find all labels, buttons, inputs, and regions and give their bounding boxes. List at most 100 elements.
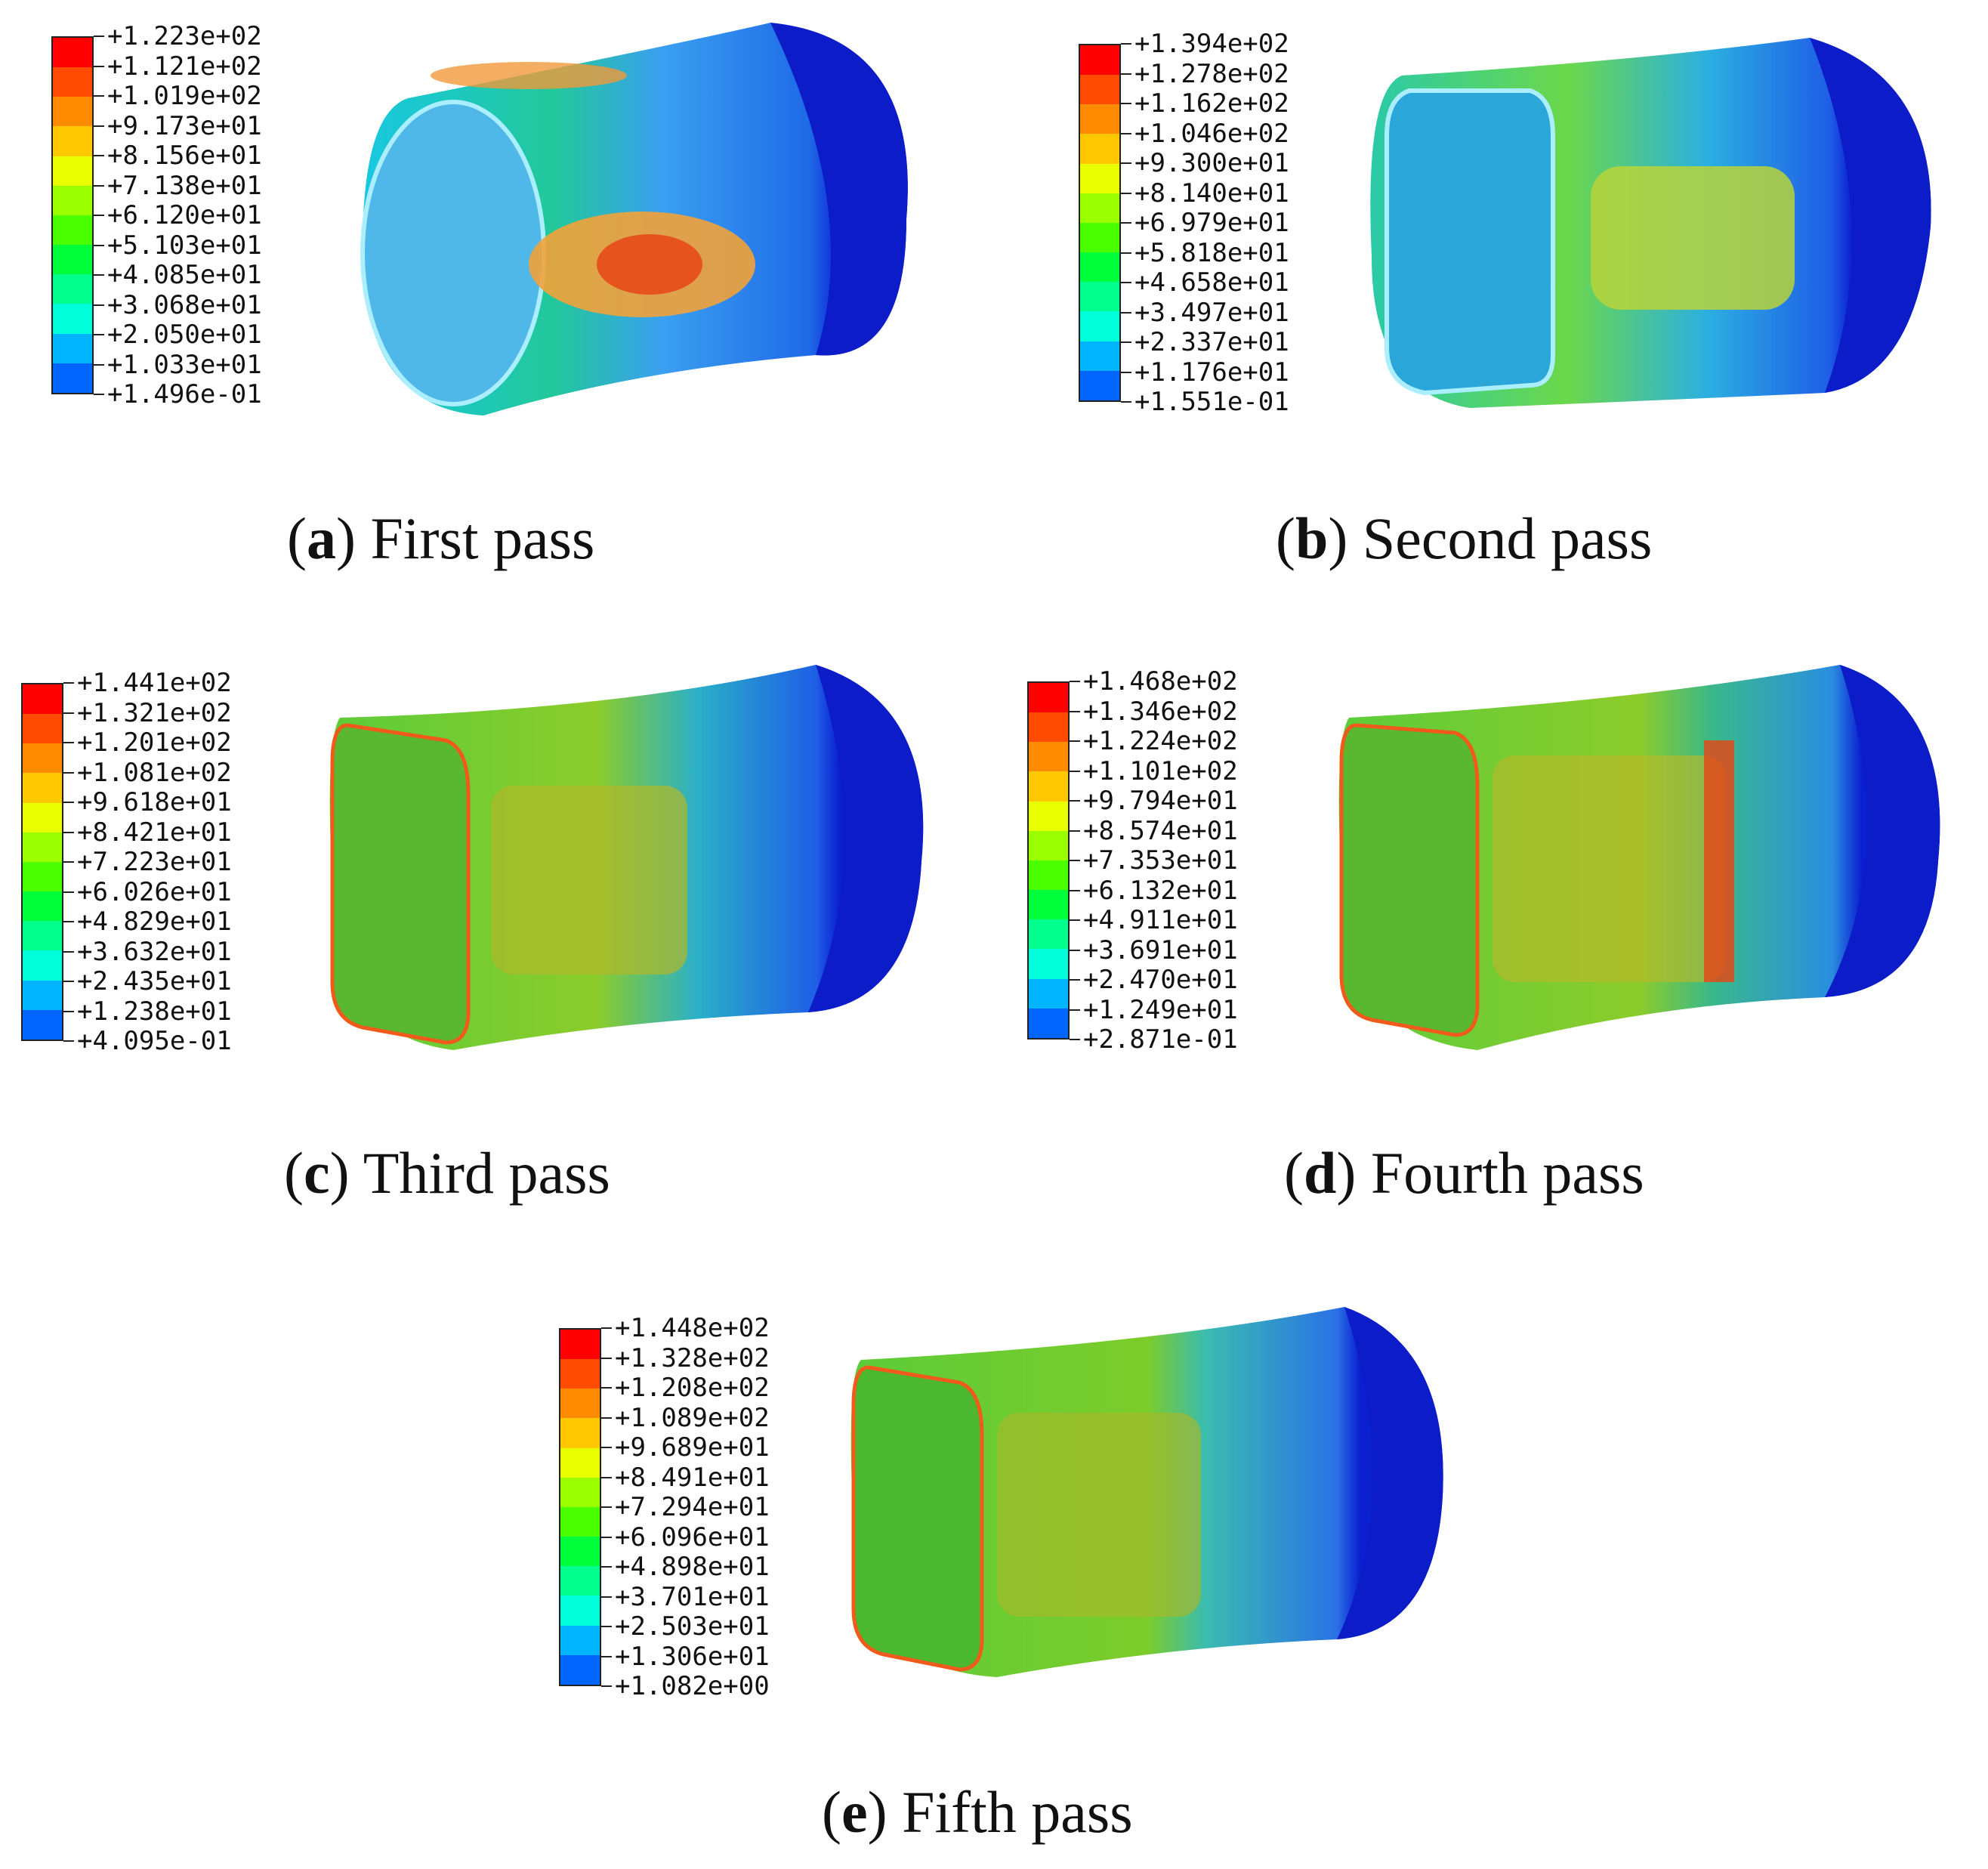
legend-swatch	[560, 1389, 600, 1419]
legend-label: +1.121e+02	[107, 51, 262, 82]
legend-label: +2.435e+01	[77, 966, 232, 996]
legend-label: +9.618e+01	[77, 787, 232, 817]
legend-label: +2.871e-01	[1083, 1024, 1238, 1055]
legend-tick	[94, 394, 104, 395]
legend-label: +2.337e+01	[1134, 327, 1289, 357]
legend-tick	[63, 771, 74, 774]
legend-tick	[601, 1685, 612, 1687]
legend-tick	[94, 125, 104, 127]
legend-tick	[1070, 889, 1080, 891]
legend-swatch	[560, 1566, 600, 1596]
legend-swatch	[560, 1625, 600, 1655]
legend-label: +4.911e+01	[1083, 905, 1238, 935]
legend-label: +1.238e+01	[77, 996, 232, 1027]
panel-c: +1.441e+02 +1.321e+02 +1.201e+02 +1.081e+02…	[0, 635, 994, 1239]
legend-tick	[601, 1566, 612, 1568]
legend-swatch	[1029, 683, 1068, 713]
legend-swatch	[1080, 222, 1119, 253]
legend-label: +4.898e+01	[615, 1552, 770, 1582]
legend-swatch	[560, 1654, 600, 1685]
legend-swatch	[23, 950, 62, 981]
tube-render-c	[329, 665, 924, 1050]
legend-label: +8.491e+01	[615, 1462, 770, 1493]
legend-tick	[94, 184, 104, 187]
legend-label: +3.497e+01	[1134, 297, 1289, 328]
legend-tick	[1121, 401, 1131, 403]
legend-swatch	[23, 980, 62, 1010]
legend-tick	[1070, 681, 1080, 682]
legend-swatch	[1080, 75, 1119, 105]
legend-swatch	[53, 333, 92, 363]
legend-tick	[601, 1476, 612, 1478]
legend-swatch	[560, 1447, 600, 1478]
legend-tick	[601, 1357, 612, 1359]
legend-tick	[63, 831, 74, 833]
legend-tick	[63, 861, 74, 863]
legend-swatch	[23, 743, 62, 774]
legend-label: +8.140e+01	[1134, 178, 1289, 209]
legend-tick	[1070, 740, 1080, 742]
legend-colorbar	[1079, 44, 1121, 402]
legend-label: +2.503e+01	[615, 1611, 770, 1642]
legend-label: +7.223e+01	[77, 847, 232, 877]
legend-tick	[1121, 43, 1131, 45]
legend-label: +1.278e+02	[1134, 58, 1289, 89]
legend-tick	[601, 1327, 612, 1329]
legend-label: +9.689e+01	[615, 1432, 770, 1463]
legend-label: +1.046e+02	[1134, 118, 1289, 149]
legend-swatch	[560, 1359, 600, 1389]
legend-tick	[1121, 222, 1131, 224]
legend-tick	[63, 682, 74, 684]
legend-tick	[1070, 949, 1080, 951]
legend-tick	[94, 36, 104, 37]
caption-e: (e) Fifth pass	[822, 1779, 1133, 1845]
legend-tick	[94, 215, 104, 216]
legend-swatch	[23, 861, 62, 892]
legend-swatch	[1029, 1008, 1068, 1038]
legend-label: +1.441e+02	[77, 668, 232, 698]
legend-label: +1.346e+02	[1083, 696, 1238, 727]
legend-label: +6.120e+01	[107, 200, 262, 230]
legend-swatch	[1029, 919, 1068, 950]
legend-label: +1.496e-01	[107, 379, 262, 409]
legend-swatch	[53, 274, 92, 304]
legend-label: +1.468e+02	[1083, 666, 1238, 697]
legend-label: +1.394e+02	[1134, 29, 1289, 59]
legend-label: +9.173e+01	[107, 110, 262, 141]
legend-label: +4.095e-01	[77, 1026, 232, 1056]
legend-swatch	[23, 1009, 62, 1040]
legend-tick	[1070, 860, 1080, 861]
legend-swatch	[1029, 742, 1068, 772]
legend-label: +8.574e+01	[1083, 815, 1238, 846]
panel-e: +1.448e+02 +1.328e+02 +1.208e+02 +1.089e+02…	[499, 1284, 1493, 1869]
legend-swatch	[560, 1330, 600, 1360]
legend-label: +6.096e+01	[615, 1521, 770, 1552]
legend-tick	[1121, 103, 1131, 104]
legend-tick	[1121, 132, 1131, 134]
legend-tick	[601, 1626, 612, 1627]
legend-label: +1.448e+02	[615, 1313, 770, 1343]
legend-tick	[601, 1655, 612, 1657]
legend-tick	[94, 363, 104, 366]
legend-tick	[94, 65, 104, 67]
legend-tick	[63, 742, 74, 743]
legend-swatch	[23, 802, 62, 833]
legend-label: +1.176e+01	[1134, 357, 1289, 388]
legend-tick	[601, 1416, 612, 1419]
legend-swatch	[1080, 104, 1119, 134]
legend-tick	[94, 95, 104, 97]
legend-swatch	[1080, 311, 1119, 341]
legend-label: +1.081e+02	[77, 757, 232, 788]
legend-label: +1.551e-01	[1134, 387, 1289, 417]
legend-label: +1.249e+01	[1083, 994, 1238, 1025]
legend-tick	[1070, 710, 1080, 712]
legend-tick	[1070, 1039, 1080, 1040]
legend-tick	[601, 1447, 612, 1448]
legend-swatch	[1080, 163, 1119, 193]
legend-label: +1.321e+02	[77, 697, 232, 728]
legend-label: +1.082e+00	[615, 1671, 770, 1701]
legend-swatch	[560, 1596, 600, 1626]
legend-swatch	[1080, 370, 1119, 400]
legend-label: +4.829e+01	[77, 907, 232, 937]
legend-label: +5.103e+01	[107, 230, 262, 261]
